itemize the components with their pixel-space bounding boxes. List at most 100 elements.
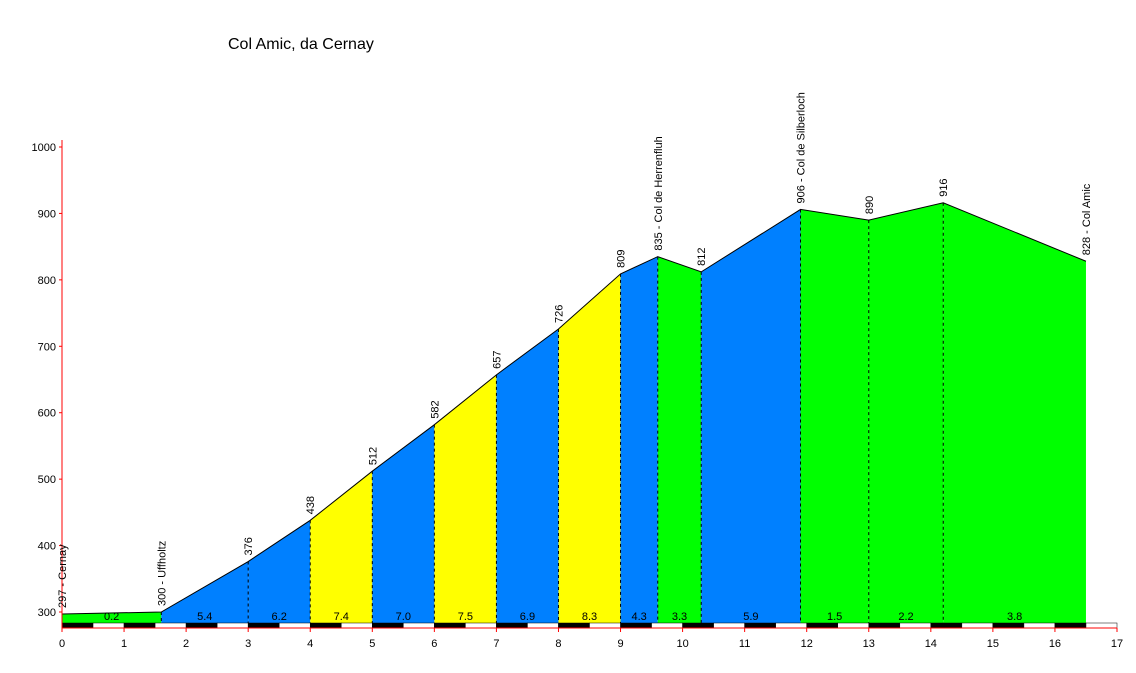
gradient-label: 5.9 [743, 611, 758, 623]
scale-block [278, 622, 311, 629]
point-label: 812 [696, 248, 708, 266]
scale-block [154, 622, 187, 629]
scale-block [123, 622, 156, 629]
scale-block [589, 622, 621, 629]
x-tick-label: 16 [1049, 638, 1061, 650]
gradient-label: 5.4 [197, 611, 212, 623]
gradient-label: 7.4 [334, 611, 349, 623]
scale-block [930, 622, 963, 629]
scale-block [496, 622, 528, 629]
y-tick-label: 700 [38, 341, 56, 353]
profile-segment [434, 374, 497, 623]
profile-segment [310, 471, 373, 623]
profile-segment [620, 256, 658, 623]
x-tick-label: 5 [369, 638, 375, 650]
profile-segment [62, 612, 162, 623]
x-tick-label: 3 [245, 638, 251, 650]
point-label: 438 [305, 496, 317, 514]
point-labels: 297 - Cernay 300 - Uffholtz 376 438 512 582 65… [57, 92, 1093, 608]
scale-block [1085, 622, 1118, 629]
scale-block [837, 622, 870, 629]
scale-block [341, 622, 373, 629]
point-label: 297 - Cernay [57, 544, 69, 608]
profile-segment [558, 273, 621, 623]
gradient-label: 8.3 [582, 611, 597, 623]
y-tick-label: 400 [38, 541, 56, 553]
scale-block [465, 622, 497, 629]
x-tick-label: 12 [801, 638, 813, 650]
y-tick-label: 600 [38, 408, 56, 420]
x-tick-label: 17 [1111, 638, 1123, 650]
scale-block [682, 622, 714, 629]
x-tick-label: 9 [617, 638, 623, 650]
segment-dividers [160, 202, 944, 623]
point-label: 657 [491, 350, 503, 368]
gradient-label: 7.5 [458, 611, 473, 623]
profile-segment [372, 424, 435, 623]
gradient-label: 0.2 [104, 611, 119, 623]
point-label: 809 [616, 250, 628, 268]
x-tick-label: 0 [59, 638, 65, 650]
scale-block [868, 622, 901, 629]
profile-outline [61, 202, 1087, 615]
profile-line [61, 202, 1087, 615]
gradient-label: 7.0 [396, 611, 411, 623]
x-tick-label: 15 [987, 638, 999, 650]
scale-block [527, 622, 559, 629]
point-label: 300 - Uffholtz [156, 541, 168, 606]
scale-block [1023, 622, 1056, 629]
point-label: 916 [938, 178, 950, 196]
profile-segment [800, 209, 869, 623]
y-tick-label: 1000 [32, 142, 56, 154]
y-tick-label: 900 [38, 208, 56, 220]
scale-block [713, 622, 745, 629]
gradient-label: 1.5 [827, 611, 842, 623]
scale-block [216, 622, 249, 629]
x-tick-label: 10 [676, 638, 688, 650]
scale-block [309, 622, 342, 629]
scale-block [651, 622, 683, 629]
scale-block [434, 622, 466, 629]
x-tick-label: 13 [863, 638, 875, 650]
profile-segment [657, 256, 702, 623]
gradient-label: 3.8 [1007, 611, 1022, 623]
x-tick-label: 6 [431, 638, 437, 650]
profile-segment [248, 520, 311, 623]
x-tick-label: 14 [925, 638, 937, 650]
scale-block [92, 622, 125, 629]
scale-block [61, 622, 94, 629]
scale-block [558, 622, 590, 629]
gradient-label: 6.9 [520, 611, 535, 623]
y-tick-label: 500 [38, 474, 56, 486]
point-label: 582 [429, 400, 441, 418]
x-tick-label: 2 [183, 638, 189, 650]
gradient-label: 3.3 [672, 611, 687, 623]
profile-segment [496, 329, 559, 623]
scale-block [403, 622, 435, 629]
scale-block [247, 622, 280, 629]
point-label: 906 - Col de Silberloch [796, 92, 808, 203]
distance-scale-bar [61, 622, 1118, 629]
profile-segment [868, 202, 944, 624]
profile-segments [62, 202, 1086, 624]
gradient-label: 2.2 [898, 611, 913, 623]
profile-segment [701, 209, 801, 623]
scale-block [372, 622, 404, 629]
x-tick-label: 1 [121, 638, 127, 650]
x-tick-label: 11 [739, 638, 750, 650]
profile-segment [161, 561, 249, 623]
point-label: 512 [367, 447, 379, 465]
gradient-labels: 0.2 5.4 6.2 7.4 7.0 7.5 6.9 8.3 4.3 3.3 5.9 1.5 2.2 3… [104, 611, 1022, 623]
x-tick-label: 7 [493, 638, 499, 650]
point-label: 890 [864, 196, 876, 214]
chart-title: Col Amic, da Cernay [228, 36, 374, 53]
point-label: 376 [243, 537, 255, 555]
y-tick-label: 800 [38, 275, 56, 287]
point-label: 835 - Col de Herrenfluh [653, 136, 665, 250]
x-tick-label: 8 [555, 638, 561, 650]
scale-block [961, 622, 994, 629]
gradient-label: 4.3 [631, 611, 646, 623]
scale-block [744, 622, 776, 629]
x-tick-label: 4 [307, 638, 313, 650]
